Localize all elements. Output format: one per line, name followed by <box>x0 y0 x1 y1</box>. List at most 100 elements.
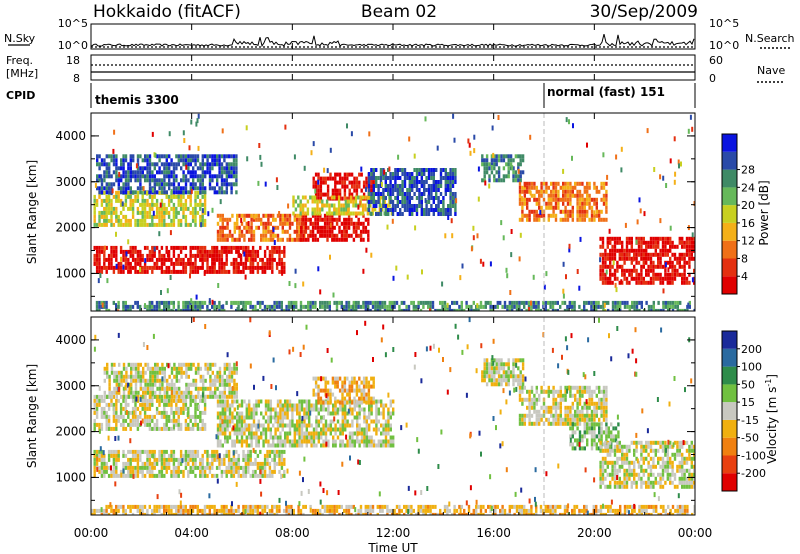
velocity-cell <box>160 449 164 454</box>
velocity-cell <box>201 469 204 474</box>
velocity-cell <box>238 423 241 428</box>
power-cell <box>454 176 457 180</box>
power-cell <box>291 221 294 226</box>
velocity-cell <box>216 411 220 416</box>
power-cell <box>447 184 450 188</box>
velocity-cell <box>98 398 101 403</box>
power-cell <box>293 237 296 242</box>
power-cell <box>523 193 526 198</box>
power-cell <box>435 184 438 188</box>
power-cell <box>475 308 478 311</box>
velocity-cell <box>122 394 126 399</box>
velocity-cell <box>144 394 147 399</box>
power-cell <box>225 269 228 274</box>
power-cell <box>652 264 655 269</box>
velocity-cell <box>280 461 284 466</box>
power-cell <box>220 186 224 191</box>
velocity-cell <box>172 410 176 415</box>
power-cell <box>621 248 624 253</box>
velocity-cell <box>131 414 135 419</box>
power-cell <box>358 180 361 185</box>
power-cell <box>153 249 156 254</box>
power-cell <box>394 184 397 188</box>
velocity-cell <box>132 390 135 395</box>
velocity-cell <box>256 453 260 458</box>
power-cell <box>481 158 484 163</box>
power-cell <box>100 190 104 195</box>
velocity-cell <box>98 453 101 458</box>
power-cell <box>208 253 212 258</box>
power-cell <box>507 174 510 179</box>
power-cell <box>451 172 455 176</box>
power-cell <box>151 269 154 274</box>
power-cell <box>493 154 496 159</box>
power-cell <box>167 194 171 199</box>
velocity-cell <box>269 399 272 404</box>
power-cell <box>120 186 123 191</box>
power-cell <box>586 197 589 202</box>
power-cell <box>394 204 397 208</box>
power-cell <box>613 256 617 261</box>
power-cell <box>679 300 682 305</box>
power-cell <box>160 206 164 211</box>
velocity-cell <box>170 382 174 387</box>
velocity-cell <box>151 366 154 371</box>
velocity-cell <box>117 473 120 478</box>
power-cell <box>115 214 118 219</box>
power-cell <box>260 221 263 226</box>
velocity-cell <box>284 403 287 408</box>
power-cell <box>645 248 648 253</box>
power-cell <box>220 178 224 183</box>
velocity-cell <box>167 461 171 466</box>
power-cell <box>311 233 315 238</box>
power-cell <box>362 221 365 226</box>
velocity-cell <box>273 461 276 466</box>
power-cell <box>616 260 619 265</box>
power-cell <box>132 170 135 175</box>
velocity-cell <box>224 407 227 412</box>
power-cell <box>223 265 226 270</box>
power-cell <box>633 264 636 269</box>
power-cell <box>345 211 348 216</box>
power-cell <box>184 190 188 195</box>
velocity-cell <box>115 374 118 379</box>
power-cell <box>187 206 190 211</box>
power-cell <box>477 308 480 311</box>
power-cell <box>354 199 358 204</box>
power-cell <box>283 261 286 266</box>
power-cell <box>223 166 226 171</box>
power-cell <box>526 181 529 186</box>
velocity-cell <box>296 419 299 424</box>
power-cell <box>129 178 132 183</box>
velocity-cell <box>124 453 128 458</box>
power-cell <box>645 260 648 265</box>
power-cell <box>98 257 101 262</box>
power-cell <box>124 222 128 227</box>
power-cell <box>442 200 445 204</box>
power-cell <box>401 184 404 188</box>
power-cell <box>676 272 679 277</box>
power-cell <box>215 304 219 309</box>
power-cell <box>122 158 125 163</box>
power-cell <box>693 308 695 311</box>
power-cell <box>139 308 142 311</box>
power-cell <box>172 170 176 175</box>
power-cell <box>683 268 686 273</box>
velocity-cell <box>240 423 244 428</box>
power-cell <box>365 180 368 185</box>
power-cell <box>244 300 247 305</box>
power-cell <box>645 252 648 257</box>
velocity-cell <box>115 370 118 375</box>
velocity-cell <box>288 403 292 408</box>
power-cell <box>642 248 645 253</box>
velocity-cell <box>187 390 190 395</box>
power-cell <box>609 260 612 265</box>
velocity-cell <box>233 386 236 391</box>
velocity-cell <box>279 423 282 428</box>
power-cell <box>666 272 669 277</box>
velocity-cell <box>317 439 320 444</box>
power-cell <box>124 178 128 183</box>
velocity-cell <box>216 370 219 375</box>
power-cell <box>679 308 682 311</box>
power-cell <box>132 158 135 163</box>
